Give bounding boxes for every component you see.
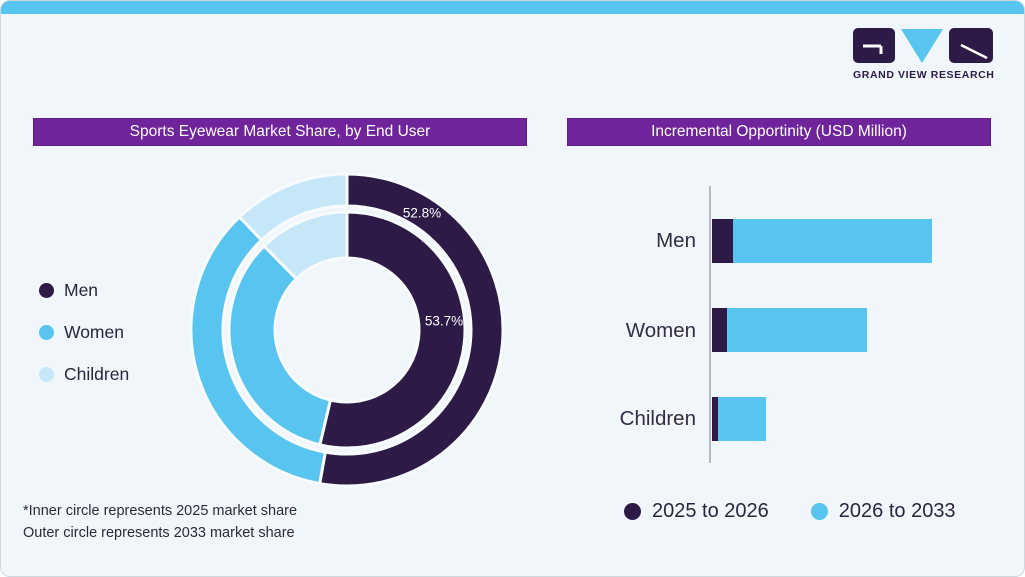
bar-children <box>712 397 766 441</box>
donut-data-label-inner: 53.7% <box>424 313 464 329</box>
bar-segment <box>712 397 718 441</box>
legend-item-children: Children <box>39 364 129 385</box>
donut-data-label-outer: 52.8% <box>402 205 442 221</box>
legend-swatch-men <box>39 283 54 298</box>
bar-category-label-children: Children <box>619 407 696 430</box>
bar-legend-item-2025-2026: 2025 to 2026 <box>624 500 769 523</box>
left-chart-title-text: Sports Eyewear Market Share, by End User <box>129 123 431 140</box>
legend-item-men: Men <box>39 280 129 301</box>
bar-segment <box>712 308 727 352</box>
top-accent-strip <box>1 1 1024 14</box>
bar-chart-axis-line <box>709 186 711 463</box>
bar-legend-swatch-2026-2033 <box>810 503 828 520</box>
right-chart-title: Incremental Opportinity (USD Million) <box>567 118 991 146</box>
left-chart-title: Sports Eyewear Market Share, by End User <box>33 118 527 146</box>
chart-footnote: *Inner circle represents 2025 market sha… <box>23 500 297 544</box>
brand-logo: GRAND VIEW RESEARCH <box>853 27 995 81</box>
bar-segment <box>727 308 867 352</box>
legend-swatch-children <box>39 367 54 382</box>
donut-chart <box>189 172 505 488</box>
bar-legend-swatch-2025-2026 <box>624 503 641 520</box>
bar-legend-label-2026-2033: 2026 to 2033 <box>838 500 956 522</box>
donut-legend: Men Women Children <box>39 280 129 385</box>
bar-segment <box>733 219 932 263</box>
legend-swatch-women <box>39 325 54 340</box>
bar-legend: 2025 to 2026 2026 to 2033 <box>624 500 956 523</box>
bar-legend-label-2025-2026: 2025 to 2026 <box>652 500 769 522</box>
legend-item-women: Women <box>39 322 129 343</box>
legend-label-children: Children <box>64 364 130 384</box>
bar-category-label-men: Men <box>656 229 696 252</box>
legend-label-women: Women <box>64 322 124 342</box>
bar-men <box>712 219 932 263</box>
brand-name: GRAND VIEW RESEARCH <box>853 69 995 81</box>
legend-label-men: Men <box>64 280 99 300</box>
footnote-line-1: *Inner circle represents 2025 market sha… <box>23 503 298 519</box>
gvr-logo-icon <box>853 28 993 63</box>
bar-segment <box>718 397 766 441</box>
bar-women <box>712 308 867 352</box>
footnote-line-2: Outer circle represents 2033 market shar… <box>23 525 295 541</box>
bar-category-label-women: Women <box>625 319 696 342</box>
bar-legend-item-2026-2033: 2026 to 2033 <box>810 500 956 523</box>
bar-segment <box>712 219 733 263</box>
right-chart-title-text: Incremental Opportinity (USD Million) <box>651 123 907 140</box>
